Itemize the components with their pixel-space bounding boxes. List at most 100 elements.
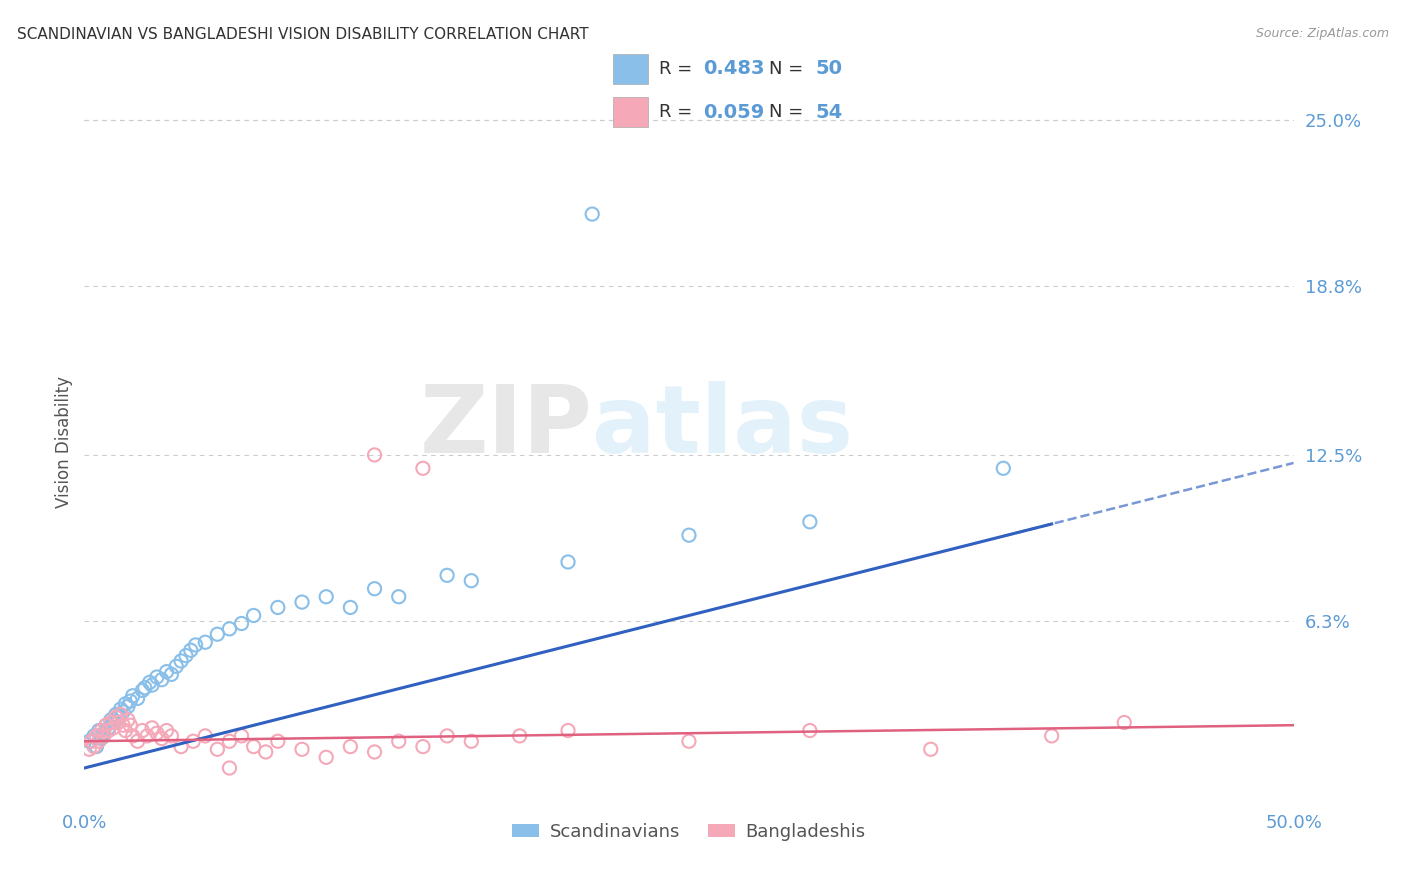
Point [218, 734, 240, 748]
Bar [613, 54, 648, 84]
Point [339, 739, 361, 754]
Point [231, 616, 253, 631]
Text: SCANDINAVIAN VS BANGLADESHI VISION DISABILITY CORRELATION CHART: SCANDINAVIAN VS BANGLADESHI VISION DISAB… [17, 27, 589, 42]
Point [77, 742, 100, 756]
Point [136, 729, 159, 743]
Point [207, 627, 229, 641]
Text: 0.059: 0.059 [703, 103, 765, 121]
Text: R =: R = [659, 60, 699, 78]
Point [150, 673, 173, 687]
Point [388, 734, 411, 748]
Point [141, 721, 163, 735]
Point [86, 729, 108, 743]
Point [97, 721, 120, 735]
Point [112, 718, 135, 732]
Point [509, 729, 531, 743]
Point [242, 608, 264, 623]
Point [94, 718, 117, 732]
Point [799, 515, 821, 529]
Point [799, 723, 821, 738]
Point [557, 723, 579, 738]
Point [97, 723, 120, 738]
Point [363, 448, 385, 462]
Point [87, 723, 110, 738]
Point [231, 729, 253, 743]
Point [363, 582, 385, 596]
Point [218, 622, 240, 636]
Point [460, 574, 482, 588]
Point [131, 723, 153, 738]
Point [127, 691, 149, 706]
Point [174, 648, 197, 663]
Point [103, 715, 125, 730]
Text: ZIP: ZIP [419, 381, 592, 473]
Legend: Scandinavians, Bangladeshis: Scandinavians, Bangladeshis [505, 815, 873, 848]
Point [160, 667, 183, 681]
Point [218, 761, 240, 775]
Point [87, 734, 110, 748]
Point [104, 707, 127, 722]
Point [121, 729, 143, 743]
Point [155, 723, 177, 738]
Point [146, 726, 169, 740]
Point [339, 600, 361, 615]
Point [121, 689, 143, 703]
Point [180, 643, 202, 657]
Point [1114, 715, 1136, 730]
Point [181, 734, 204, 748]
Point [184, 638, 207, 652]
Point [160, 729, 183, 743]
Point [170, 739, 193, 754]
Text: atlas: atlas [592, 381, 853, 473]
Point [267, 734, 290, 748]
Y-axis label: Vision Disability: Vision Disability [55, 376, 73, 508]
Point [117, 699, 139, 714]
Point [412, 461, 434, 475]
Point [93, 729, 115, 743]
Point [86, 739, 108, 754]
Point [1040, 729, 1063, 743]
Point [150, 731, 173, 746]
Text: R =: R = [659, 103, 699, 121]
Point [100, 715, 122, 730]
Point [254, 745, 277, 759]
Point [114, 697, 136, 711]
Point [388, 590, 411, 604]
Point [80, 734, 103, 748]
Point [100, 713, 122, 727]
Point [134, 681, 156, 695]
Point [94, 718, 117, 732]
Point [678, 528, 700, 542]
Point [557, 555, 579, 569]
Point [436, 568, 458, 582]
Point [110, 702, 132, 716]
Point [107, 710, 129, 724]
Point [993, 461, 1015, 475]
Point [90, 731, 112, 746]
Point [104, 710, 127, 724]
Point [127, 734, 149, 748]
Text: 54: 54 [815, 103, 844, 121]
Point [77, 734, 100, 748]
Point [581, 207, 603, 221]
Point [120, 718, 142, 732]
Point [90, 723, 112, 738]
Point [165, 659, 187, 673]
Point [112, 705, 135, 719]
Point [460, 734, 482, 748]
Point [103, 721, 125, 735]
Point [207, 742, 229, 756]
Point [412, 739, 434, 754]
Point [315, 590, 337, 604]
Point [363, 745, 385, 759]
Text: 50: 50 [815, 60, 842, 78]
Point [93, 726, 115, 740]
Point [120, 694, 142, 708]
Point [146, 670, 169, 684]
Text: 0.483: 0.483 [703, 60, 765, 78]
Point [170, 654, 193, 668]
Point [242, 739, 264, 754]
Point [141, 678, 163, 692]
Point [436, 729, 458, 743]
Point [83, 729, 105, 743]
